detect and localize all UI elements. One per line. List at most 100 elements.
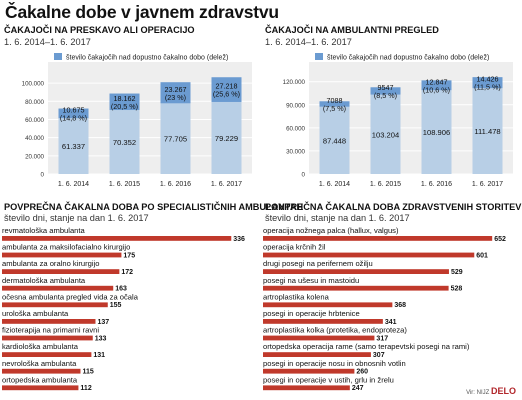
service-bar	[263, 285, 449, 291]
service-bar	[263, 269, 449, 274]
service-bar-value: 260	[356, 369, 368, 376]
surgery-bar-base	[109, 110, 140, 174]
service-category-label: posegi in operacije nosu in obnosnih vot…	[263, 359, 406, 368]
service-bar-value: 368	[394, 302, 406, 309]
service-bar	[263, 335, 375, 341]
outpatient-waiting-chart: 0 30.000 60.000 90.000 120.000 število čakajo…	[283, 53, 513, 188]
surgery-bar-over-label: 10.675	[63, 105, 85, 114]
service-category-label: posegi na ušesu in mastoidu	[263, 276, 359, 285]
surgery-bar-share-label: (23 %)	[165, 93, 186, 102]
clinic-bar-value: 131	[93, 352, 105, 359]
service-category-label: operacija nožnega palca (hallux, valgus)	[263, 226, 399, 235]
outpatient-x-tick-label: 1. 6. 2017	[472, 181, 503, 188]
surgery-bar-over	[211, 77, 242, 102]
service-bar	[263, 385, 350, 391]
clinic-bar-value: 137	[97, 319, 109, 326]
panel-title-health-services: POVPREČNA ČAKALNA DOBA ZDRAVSTVENIH STOR…	[265, 202, 522, 212]
service-bar	[263, 319, 383, 324]
service-bar-value: 652	[494, 236, 506, 243]
panel-subtitle-surgery-waiting: 1. 6. 2014–1. 6. 2017	[4, 37, 91, 47]
service-category-label: posegi in operacije hrbtenice	[263, 309, 360, 318]
clinic-bar	[2, 285, 114, 291]
surgery-y-tick-label: 80.000	[25, 99, 44, 106]
clinic-bar-value: 133	[95, 335, 107, 342]
surgery-x-tick-label: 1. 6. 2014	[58, 181, 89, 188]
surgery-y-tick-label: 20.000	[25, 153, 44, 160]
clinic-bar-value: 175	[123, 252, 135, 259]
outpatient-bar-base	[472, 88, 503, 174]
clinic-bar	[2, 252, 122, 258]
clinic-bar	[2, 302, 108, 308]
outpatient-bar-base	[319, 106, 350, 174]
outpatient-bar-base-label: 87.448	[323, 136, 346, 145]
clinic-bar-value: 115	[82, 369, 93, 376]
source-credit-text: Vir: NIJZ	[466, 390, 490, 396]
surgery-bar-base	[160, 103, 191, 174]
page-title: Čakalne dobe v javnem zdravstvu	[5, 2, 279, 22]
outpatient-bar-base-label: 103.204	[372, 130, 399, 139]
service-bar	[263, 352, 371, 357]
panel-title-specialist-clinics: POVPREČNA ČAKALNA DOBA PO SPECIALISTIČNI…	[4, 202, 304, 212]
surgery-y-tick-label: 100.000	[22, 81, 45, 88]
outpatient-bar-over-label: 12.847	[426, 77, 448, 86]
service-bar	[263, 302, 393, 308]
outpatient-y-tick-label: 60.000	[286, 125, 305, 132]
clinic-bar-value: 336	[233, 236, 245, 243]
service-category-label: artroplastika kolka (protetika, endoprot…	[263, 326, 407, 335]
outpatient-y-tick-label: 30.000	[286, 148, 305, 155]
surgery-x-tick-label: 1. 6. 2017	[211, 181, 242, 188]
outpatient-x-tick-label: 1. 6. 2014	[319, 181, 350, 188]
panel-title-surgery-waiting: ČAKAJOČI NA PRESKAVO ALI OPERACIJO	[4, 25, 195, 35]
outpatient-y-tick-label: 120.000	[283, 79, 306, 86]
clinic-category-label: revmatološka ambulanta	[2, 226, 86, 235]
outpatient-legend-label: število čakajočih nad dopustno čakalno d…	[327, 55, 489, 62]
surgery-bar-over-label: 23.267	[165, 85, 187, 94]
surgery-y-tick-label: 60.000	[25, 117, 44, 124]
clinic-category-label: očesna ambulanta pregled vida za očala	[2, 292, 139, 301]
surgery-bar-base-label: 79.229	[215, 134, 238, 143]
clinic-bar-value: 163	[115, 286, 127, 293]
panel-title-outpatient-waiting: ČAKAJOČI NA AMBULANTNI PREGLED	[265, 25, 439, 35]
panel-subtitle-outpatient-waiting: 1. 6. 2014–1. 6. 2017	[265, 37, 352, 47]
outpatient-bar-base	[421, 90, 452, 174]
outpatient-bar-share-label: (7,5 %)	[323, 104, 346, 113]
surgery-bar-share-label: (14,8 %)	[60, 113, 87, 122]
clinic-bar	[2, 368, 81, 374]
service-category-label: ortopedska operacija rame (samo terapevt…	[263, 342, 470, 351]
service-bar	[263, 236, 493, 241]
service-bar-value: 317	[376, 335, 388, 342]
clinic-bar-value: 155	[110, 302, 122, 309]
clinic-bar	[2, 236, 232, 241]
outpatient-legend-swatch	[315, 53, 323, 60]
clinic-bar	[2, 335, 93, 341]
surgery-y-tick-label: 0	[41, 172, 45, 179]
service-bar-value: 247	[352, 385, 364, 392]
source-credit: Vir: NIJZ DELO	[466, 386, 516, 396]
surgery-bar-base	[58, 118, 89, 174]
surgery-bar-base-label: 77.705	[164, 135, 187, 144]
outpatient-bar-base-label: 108.906	[423, 128, 450, 137]
surgery-bar-base	[211, 101, 242, 174]
surgery-bar-base-label: 70.352	[113, 138, 136, 147]
service-bar	[263, 368, 355, 374]
service-category-label: artroplastika kolena	[263, 292, 330, 301]
specialist-clinics-chart: revmatološka ambulanta 336 ambulanta za ma…	[2, 226, 245, 392]
outpatient-y-tick-label: 90.000	[286, 102, 305, 109]
outpatient-bar-over	[319, 101, 350, 107]
clinic-bar-value: 172	[121, 269, 133, 276]
brand-logo: DELO	[490, 386, 516, 396]
clinic-category-label: ambulanta za maksilofacialno kirurgijo	[2, 243, 130, 252]
surgery-legend-label: število čakajočih nad dopustno čakalno d…	[66, 55, 228, 62]
health-services-chart: operacija nožnega palca (hallux, valgus)…	[263, 226, 506, 392]
outpatient-bar-over	[472, 77, 503, 89]
clinic-category-label: fizioterapija na primarni ravni	[2, 326, 99, 335]
surgery-bar-over	[58, 108, 89, 119]
clinic-bar-value: 112	[80, 385, 91, 392]
service-bar-value: 529	[451, 269, 463, 276]
outpatient-bar-base-label: 111.478	[474, 127, 500, 136]
clinic-category-label: ortopedska ambulanta	[2, 375, 78, 384]
surgery-bar-over-label: 18.162	[114, 94, 136, 103]
clinic-category-label: ambulanta za oralno kirurgijo	[2, 259, 100, 268]
clinic-bar	[2, 385, 79, 391]
service-category-label: operacija krčnih žil	[263, 243, 326, 252]
